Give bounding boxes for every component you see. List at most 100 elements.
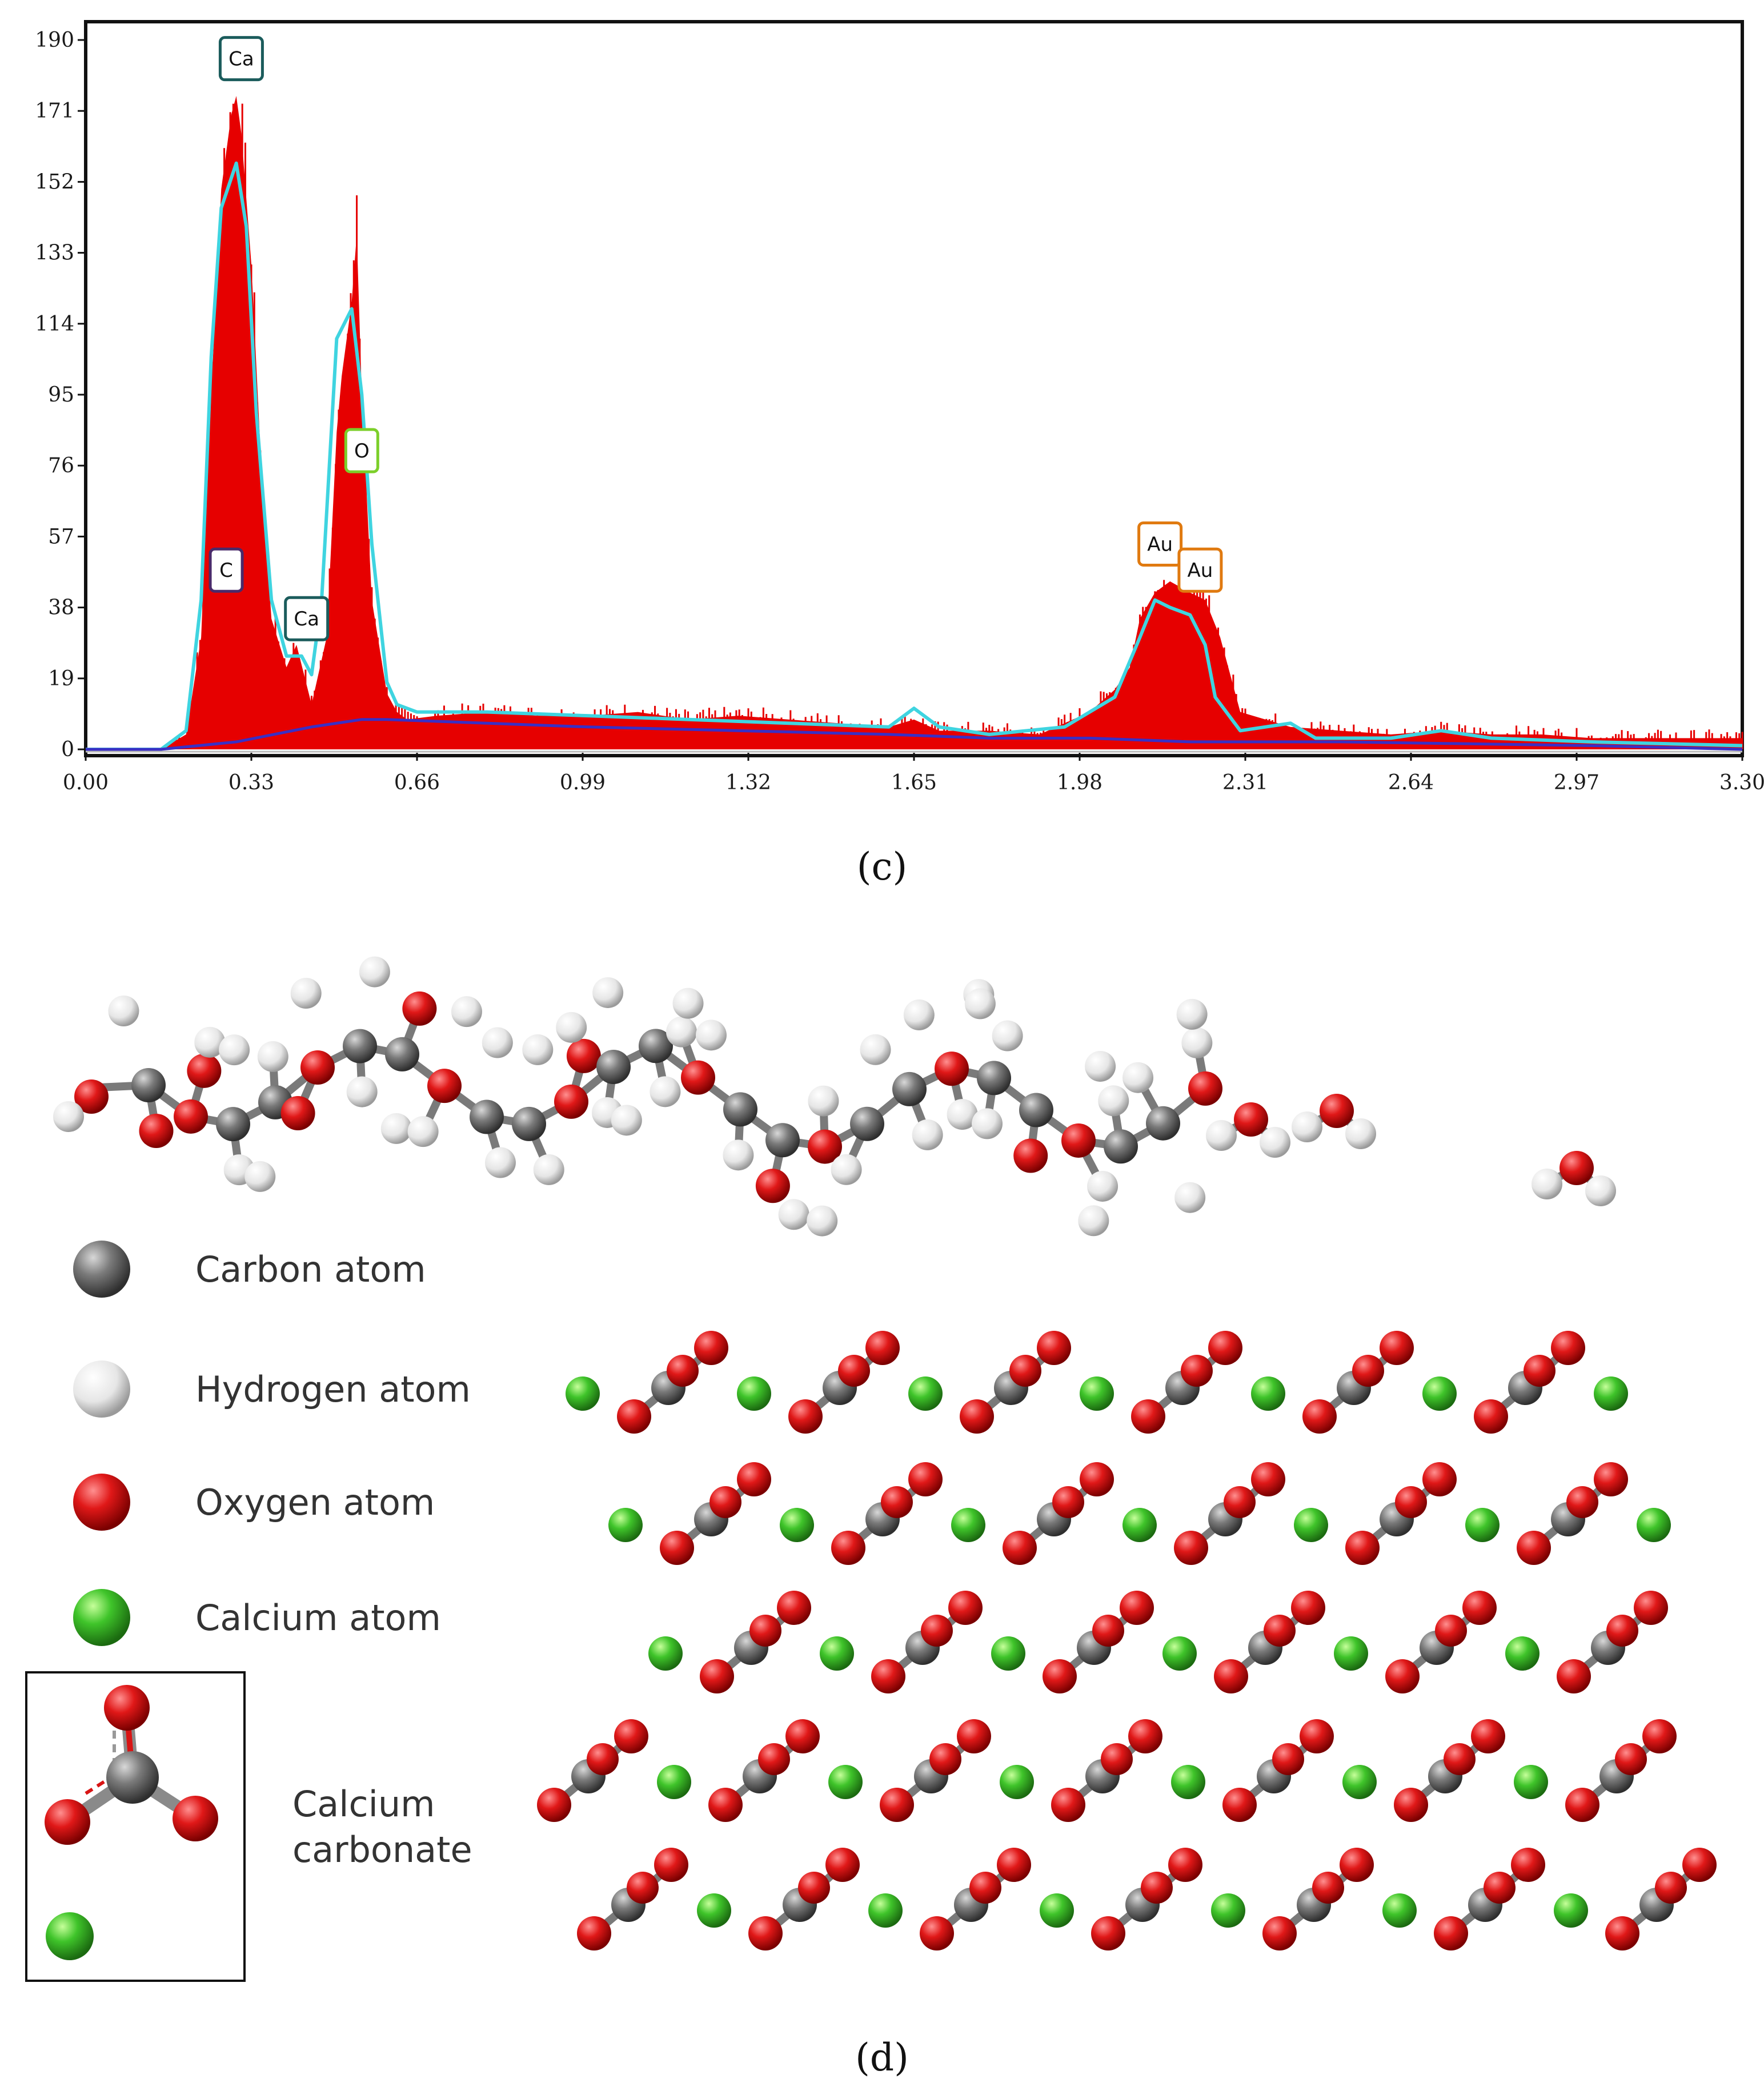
oxygen-atom xyxy=(1188,1071,1222,1106)
oxygen-atom xyxy=(969,1872,1001,1904)
calcium-atom xyxy=(1637,1508,1671,1542)
oxygen-atom xyxy=(960,1399,994,1434)
oxygen-atom xyxy=(554,1084,588,1119)
x-tick-label: 0.66 xyxy=(394,771,440,794)
hydrogen-atom xyxy=(860,1034,891,1065)
calcium-atom xyxy=(820,1636,854,1671)
panel-d-caption: (d) xyxy=(855,2036,909,2079)
hydrogen-atom xyxy=(1122,1062,1154,1093)
calcium-atom xyxy=(1514,1765,1548,1799)
hydrogen-atom xyxy=(556,1012,587,1043)
oxygen-atom xyxy=(708,1788,743,1822)
oxygen-atom xyxy=(1565,1788,1599,1822)
panel-c-caption: (c) xyxy=(857,845,907,889)
oxygen-atom xyxy=(1272,1743,1304,1775)
oxygen-atom xyxy=(427,1069,462,1103)
legend-calcium-swatch xyxy=(73,1589,130,1646)
oxygen-atom xyxy=(1380,1331,1414,1365)
carbonate-legend-box xyxy=(25,1671,246,1982)
calcium-atom xyxy=(1294,1508,1328,1542)
x-tick-label: 0.00 xyxy=(63,771,109,794)
calcium-atom xyxy=(991,1636,1025,1671)
oxygen-atom xyxy=(577,1916,611,1950)
oxygen-atom xyxy=(709,1486,741,1518)
x-axis: 0.00 0.33 0.66 0.99 1.32 1.65 1.98 2.31 2.64 2.97… xyxy=(63,753,1764,794)
calcium-atom xyxy=(1000,1765,1034,1799)
oxygen-atom xyxy=(1128,1719,1162,1753)
peak-label-text: O xyxy=(354,440,370,463)
carbonate-label-line1: Calcium xyxy=(292,1783,435,1825)
carbon-atom xyxy=(639,1029,673,1063)
carbonate-oxygen-left xyxy=(45,1799,90,1845)
oxygen-atom xyxy=(1208,1331,1242,1365)
carbon-atom xyxy=(1146,1106,1180,1141)
hydrogen-atom xyxy=(1098,1085,1129,1117)
oxygen-atom xyxy=(758,1743,790,1775)
oxygen-atom xyxy=(929,1743,961,1775)
x-tick-label: 1.65 xyxy=(891,771,937,794)
oxygen-atom xyxy=(1320,1094,1354,1128)
oxygen-atom xyxy=(1091,1916,1125,1950)
hydrogen-atom xyxy=(482,1027,513,1058)
oxygen-atom xyxy=(831,1531,865,1565)
oxygen-atom xyxy=(1385,1659,1420,1693)
oxygen-atom xyxy=(1174,1531,1208,1565)
oxygen-atom xyxy=(74,1079,109,1114)
oxygen-atom xyxy=(1009,1355,1041,1387)
oxygen-atom xyxy=(748,1916,783,1950)
oxygen-atom xyxy=(1224,1486,1256,1518)
hydrogen-atom xyxy=(992,1020,1023,1051)
peak-label-text: Ca xyxy=(294,608,319,631)
oxygen-atom xyxy=(920,1916,954,1950)
carbon-atom xyxy=(723,1092,757,1127)
oxygen-atom xyxy=(300,1050,335,1085)
calcium-atom xyxy=(566,1376,600,1411)
peak-labels: Ca C Ca O Au Au xyxy=(209,36,1223,641)
oxygen-atom xyxy=(1345,1531,1380,1565)
hydrogen-atom xyxy=(903,999,935,1030)
calcium-atom xyxy=(828,1765,863,1799)
oxygen-atom xyxy=(1092,1615,1124,1647)
oxygen-atom xyxy=(1222,1788,1257,1822)
hydrogen-atom xyxy=(1292,1111,1322,1142)
oxygen-atom xyxy=(1551,1331,1585,1365)
oxygen-atom xyxy=(1395,1486,1427,1518)
oxygen-atom xyxy=(1340,1848,1374,1882)
atom-layer xyxy=(53,956,1717,1950)
peak-label-c: C xyxy=(209,547,244,593)
calcium-atom xyxy=(1080,1376,1114,1411)
y-tick-label: 171 xyxy=(35,99,74,123)
oxygen-atom xyxy=(280,1096,315,1131)
oxygen-atom xyxy=(1168,1848,1202,1882)
carbon-atom xyxy=(385,1037,419,1071)
oxygen-atom xyxy=(1471,1719,1505,1753)
oxygen-atom xyxy=(614,1719,648,1753)
legend-oxygen-label: Oxygen atom xyxy=(195,1482,435,1523)
calcium-atom xyxy=(697,1893,731,1928)
hydrogen-atom xyxy=(672,988,704,1019)
carbonate-calcium xyxy=(46,1912,94,1960)
oxygen-atom xyxy=(1101,1743,1133,1775)
oxygen-atom xyxy=(694,1331,728,1365)
peak-label-ca: Ca xyxy=(218,36,264,82)
oxygen-atom xyxy=(881,1486,913,1518)
hydrogen-atom xyxy=(380,1113,412,1144)
calcium-atom xyxy=(737,1376,771,1411)
x-tick-label: 1.32 xyxy=(725,771,771,794)
hydrogen-atom xyxy=(666,1016,697,1047)
oxygen-atom xyxy=(1474,1399,1508,1434)
calcium-atom xyxy=(1505,1636,1540,1671)
calcium-atom xyxy=(1342,1765,1377,1799)
carbonate-oxygen-right xyxy=(173,1796,218,1841)
legend-carbon-label: Carbon atom xyxy=(195,1249,426,1290)
carbon-atom xyxy=(343,1029,377,1063)
carbon-atom xyxy=(1104,1129,1138,1164)
oxygen-atom xyxy=(1291,1591,1325,1625)
hydrogen-atom xyxy=(53,1101,84,1132)
oxygen-atom xyxy=(1524,1355,1555,1387)
carbon-atom xyxy=(512,1106,546,1141)
oxygen-atom xyxy=(654,1848,688,1882)
oxygen-atom xyxy=(1566,1486,1598,1518)
oxygen-atom xyxy=(1422,1462,1457,1496)
